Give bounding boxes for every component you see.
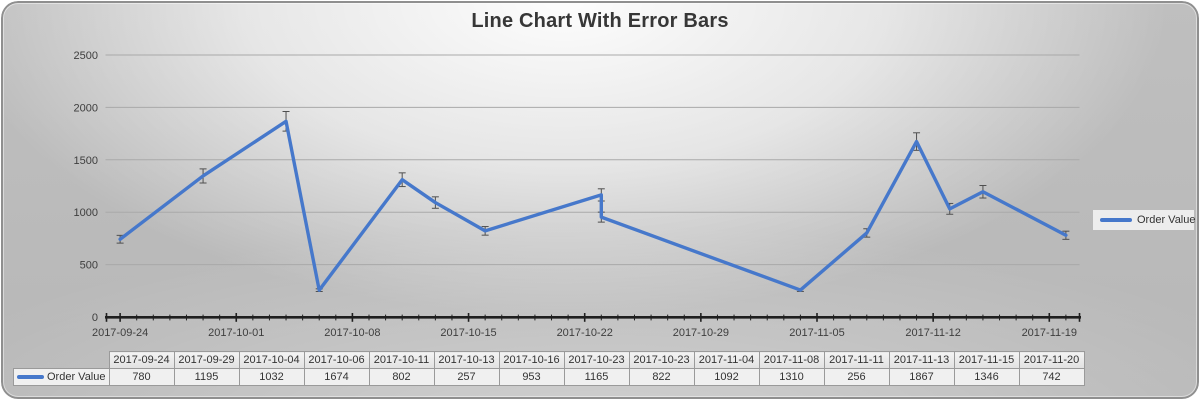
legend-label: Order Value [1137,214,1196,226]
table-value-cell: 1867 [888,368,955,386]
series-line [118,119,1068,292]
chart-title: Line Chart With Error Bars [471,10,729,32]
table-header-cell: 2017-10-13 [433,351,500,369]
table-series-label: Order Value [47,371,106,383]
table-header-row: 2017-09-24 2017-09-29 2017-10-04 2017-10-06… [14,351,1085,369]
x-axis [105,313,1081,322]
y-tick-label: 1000 [74,207,98,219]
y-tick-label: 2000 [74,102,98,114]
table-header-cell: 2017-10-16 [498,351,565,369]
x-tick-label: 2017-11-12 [905,327,960,339]
x-tick-label: 2017-10-15 [440,327,496,339]
table-header-cell: 2017-11-04 [693,351,760,369]
table-value-cell: 1165 [563,368,630,386]
table-header-cell: 2017-11-13 [888,351,955,369]
table-header-cell: 2017-11-20 [1018,351,1085,369]
table-spacer-cell [14,352,110,369]
y-axis-labels: 0 500 1000 1500 2000 2500 [74,50,98,324]
legend: Order Value [1093,210,1196,230]
table-header-cell: 2017-10-06 [303,351,370,369]
table-value-cell: 802 [368,368,435,386]
table-value-cell: 1310 [758,368,825,386]
y-tick-label: 0 [92,312,98,324]
table-value-cell: 1346 [953,368,1020,386]
table-header-cell: 2017-10-11 [368,351,435,369]
table-header-cell: 2017-10-23 [628,351,695,369]
table-header-cell: 2017-10-23 [563,351,630,369]
x-tick-label: 2017-11-19 [1022,327,1077,339]
y-tick-label: 500 [80,260,98,272]
series-line-swatch-icon [17,375,44,379]
y-tick-label: 2500 [74,50,98,62]
table-value-cell: 257 [433,368,500,386]
y-tick-label: 1500 [74,155,98,167]
x-tick-label: 2017-11-05 [789,327,844,339]
x-tick-label: 2017-10-29 [673,327,729,339]
y-gridlines [105,54,1080,266]
table-header-cell: 2017-09-24 [108,351,175,369]
table-header-cell: 2017-11-08 [758,351,825,369]
x-tick-label: 2017-10-22 [557,327,613,339]
data-table: 2017-09-24 2017-09-29 2017-10-04 2017-10-06… [13,351,1085,386]
table-value-cell: 1092 [693,368,760,386]
table-series-label-cell: Order Value [13,368,110,386]
x-tick-label: 2017-10-01 [208,327,264,339]
table-value-cell: 1195 [173,368,240,386]
x-axis-labels: 2017-09-24 2017-10-01 2017-10-08 2017-10-15… [92,327,1077,339]
x-tick-label: 2017-09-24 [92,327,148,339]
legend-line-icon [1100,218,1132,222]
table-value-cell: 780 [108,368,175,386]
table-header-cell: 2017-11-11 [823,351,890,369]
table-value-cell: 822 [628,368,695,386]
table-header-cell: 2017-11-15 [953,351,1020,369]
table-header-cell: 2017-10-04 [238,351,305,369]
x-tick-label: 2017-10-08 [324,327,380,339]
table-value-cell: 256 [823,368,890,386]
table-value-cell: 742 [1018,368,1085,386]
table-header-cell: 2017-09-29 [173,351,240,369]
table-value-row: Order Value 780 1195 1032 1674 802 257 953 1165 8… [13,368,1085,386]
table-value-cell: 1032 [238,368,305,386]
table-value-cell: 1674 [303,368,370,386]
table-value-cell: 953 [498,368,565,386]
